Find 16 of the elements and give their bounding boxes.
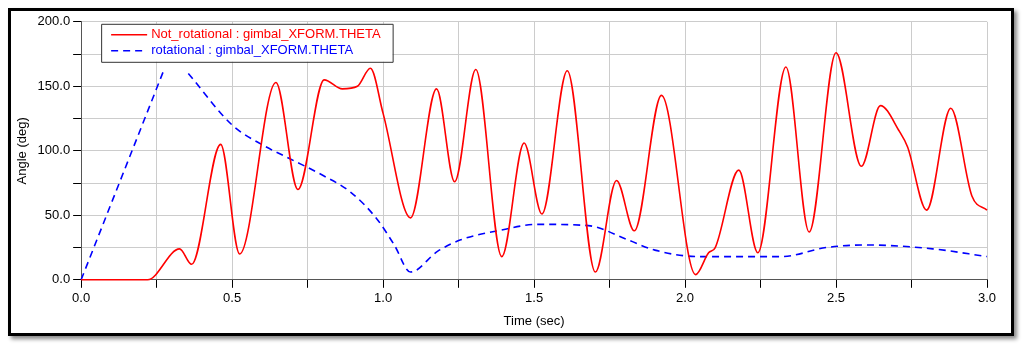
- x-axis-title: Time (sec): [503, 312, 565, 328]
- y-tick-label: 150.0: [37, 77, 71, 93]
- y-tick-label: 200.0: [37, 13, 71, 29]
- x-tick-label: 1.5: [525, 290, 544, 306]
- legend-label: Not_rotational : gimbal_XFORM.THETA: [151, 26, 381, 42]
- y-tick-label: 100.0: [37, 142, 71, 158]
- x-tick-label: 3.0: [977, 290, 997, 306]
- x-tick-label: 2.0: [676, 290, 695, 306]
- y-tick-label: 50.0: [44, 206, 71, 222]
- x-tick-label: 2.5: [826, 290, 846, 306]
- x-tick-label: 0.0: [72, 290, 91, 306]
- legend-label: rotational : gimbal_XFORM.THETA: [151, 42, 354, 58]
- y-tick-label: 0.0: [52, 271, 71, 287]
- y-axis-title: Angle (deg): [14, 117, 30, 185]
- x-tick-label: 0.5: [223, 290, 242, 306]
- x-tick-label: 1.0: [374, 290, 393, 306]
